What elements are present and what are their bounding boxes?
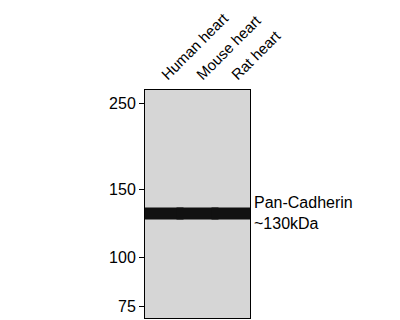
svg-text:Pan-Cadherin~130kDa: Pan-Cadherin~130kDa: [254, 194, 353, 232]
svg-text:Human heart: Human heart: [158, 9, 232, 83]
svg-text:250: 250: [109, 95, 136, 112]
svg-text:75: 75: [118, 298, 136, 315]
svg-text:Rat heart: Rat heart: [228, 27, 284, 83]
svg-text:150: 150: [109, 181, 136, 198]
svg-text:Mouse heart: Mouse heart: [193, 11, 265, 83]
svg-text:100: 100: [109, 249, 136, 266]
